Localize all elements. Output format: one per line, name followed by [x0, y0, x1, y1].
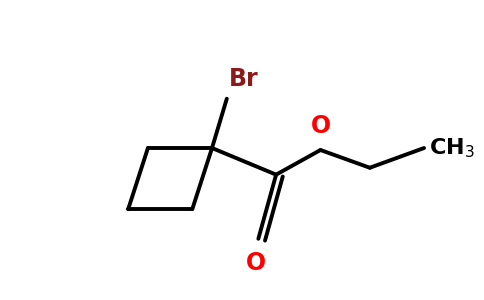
Text: CH$_3$: CH$_3$: [429, 136, 475, 160]
Text: Br: Br: [229, 67, 258, 91]
Text: O: O: [246, 250, 267, 274]
Text: O: O: [310, 114, 331, 138]
